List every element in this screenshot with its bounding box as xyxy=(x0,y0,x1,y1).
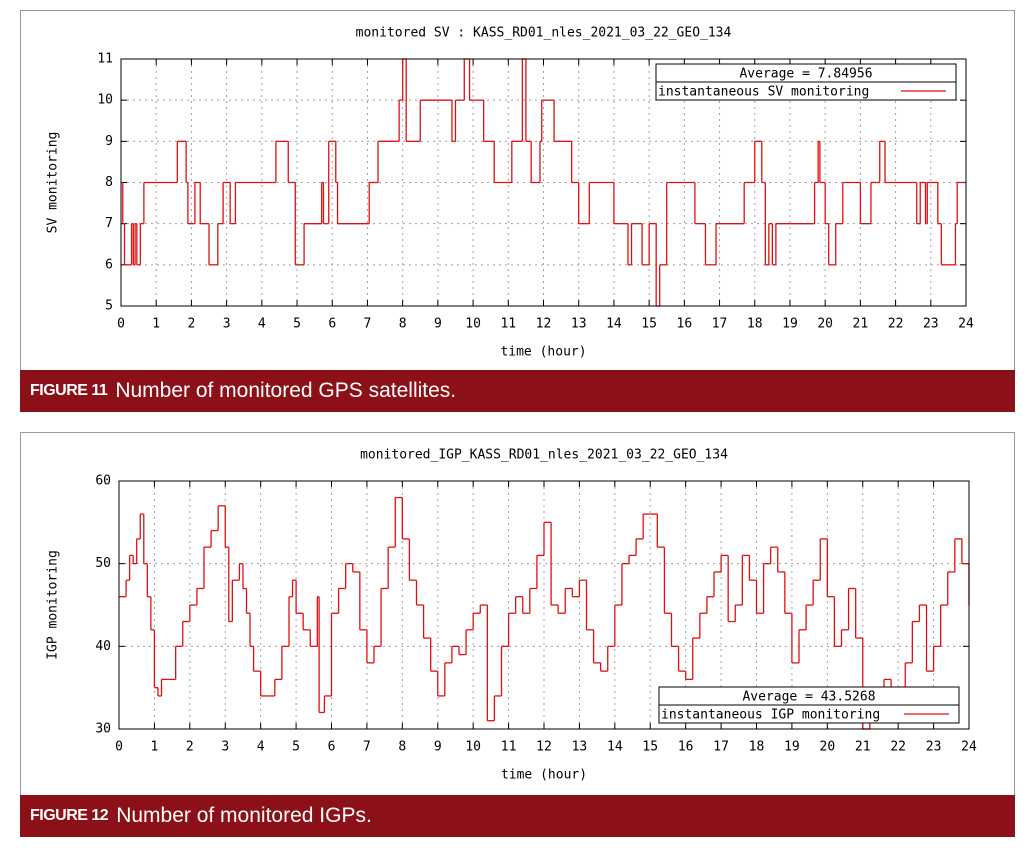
y-tick-label: 60 xyxy=(95,474,111,489)
y-axis-label: IGP monitoring xyxy=(46,550,61,660)
x-tick-label: 0 xyxy=(115,740,123,755)
x-tick-label: 6 xyxy=(328,317,336,332)
x-tick-label: 24 xyxy=(958,317,974,332)
x-tick-label: 14 xyxy=(607,740,623,755)
figure-number: FIGURE 12 xyxy=(30,807,109,824)
legend-label: instantaneous SV monitoring xyxy=(658,85,869,100)
x-tick-label: 16 xyxy=(677,317,693,332)
y-tick-label: 11 xyxy=(97,52,113,67)
x-tick-label: 2 xyxy=(186,740,194,755)
x-tick-label: 3 xyxy=(223,317,231,332)
x-tick-label: 2 xyxy=(188,317,196,332)
x-tick-label: 5 xyxy=(293,317,301,332)
chart: monitored_IGP_KASS_RD01_nles_2021_03_22_… xyxy=(46,448,977,783)
y-tick-label: 5 xyxy=(105,299,113,314)
y-tick-label: 40 xyxy=(95,639,111,654)
figure-caption: Number of monitored IGPs. xyxy=(116,804,372,827)
x-tick-label: 22 xyxy=(890,740,906,755)
y-tick-label: 9 xyxy=(105,134,113,149)
x-tick-label: 22 xyxy=(888,317,904,332)
x-tick-label: 23 xyxy=(923,317,939,332)
x-tick-label: 13 xyxy=(572,740,588,755)
legend-label: instantaneous IGP monitoring xyxy=(661,708,880,723)
x-tick-label: 3 xyxy=(221,740,229,755)
caption-bar: FIGURE 12 Number of monitored IGPs. xyxy=(20,795,1015,837)
x-tick-label: 15 xyxy=(642,740,658,755)
x-tick-label: 21 xyxy=(853,317,869,332)
x-tick-label: 4 xyxy=(258,317,266,332)
x-tick-label: 9 xyxy=(434,740,442,755)
figure-caption: Number of monitored GPS satellites. xyxy=(115,379,457,402)
x-tick-label: 5 xyxy=(292,740,300,755)
figure-frame: monitored SV : KASS_RD01_nles_2021_03_22… xyxy=(20,10,1015,371)
y-tick-label: 7 xyxy=(105,216,113,231)
y-tick-label: 50 xyxy=(95,556,111,571)
x-tick-label: 20 xyxy=(820,740,836,755)
x-tick-label: 1 xyxy=(152,317,160,332)
plot-frame xyxy=(118,480,970,730)
x-tick-label: 9 xyxy=(434,317,442,332)
chart-title: monitored_IGP_KASS_RD01_nles_2021_03_22_… xyxy=(360,448,728,463)
y-tick-label: 6 xyxy=(105,257,113,272)
x-tick-label: 20 xyxy=(817,317,833,332)
plot-frame xyxy=(120,58,967,307)
x-axis-label: time (hour) xyxy=(501,768,587,783)
x-tick-label: 15 xyxy=(641,317,657,332)
figure-frame: monitored_IGP_KASS_RD01_nles_2021_03_22_… xyxy=(20,432,1015,796)
x-tick-label: 8 xyxy=(399,317,407,332)
y-axis-label: SV monitoring xyxy=(46,132,61,234)
x-tick-label: 14 xyxy=(606,317,622,332)
x-tick-label: 7 xyxy=(364,317,372,332)
x-tick-label: 11 xyxy=(500,317,516,332)
x-tick-label: 7 xyxy=(363,740,371,755)
x-tick-label: 17 xyxy=(712,317,728,332)
x-tick-label: 18 xyxy=(747,317,763,332)
chart: monitored SV : KASS_RD01_nles_2021_03_22… xyxy=(46,26,974,360)
x-tick-label: 19 xyxy=(784,740,800,755)
x-tick-label: 0 xyxy=(117,317,125,332)
x-tick-label: 17 xyxy=(713,740,729,755)
legend-annotation: Average = 43.5268 xyxy=(742,690,875,705)
x-tick-label: 18 xyxy=(749,740,765,755)
chart-title: monitored SV : KASS_RD01_nles_2021_03_22… xyxy=(356,26,732,41)
x-tick-label: 12 xyxy=(536,317,552,332)
x-tick-label: 13 xyxy=(571,317,587,332)
x-tick-label: 12 xyxy=(536,740,552,755)
figure-number: FIGURE 11 xyxy=(30,382,108,399)
x-tick-label: 23 xyxy=(926,740,942,755)
x-tick-label: 8 xyxy=(398,740,406,755)
x-tick-label: 10 xyxy=(465,317,481,332)
x-tick-label: 19 xyxy=(782,317,798,332)
x-axis-label: time (hour) xyxy=(500,345,586,360)
y-tick-label: 8 xyxy=(105,175,113,190)
y-tick-label: 30 xyxy=(95,722,111,737)
x-tick-label: 21 xyxy=(855,740,871,755)
x-tick-label: 6 xyxy=(328,740,336,755)
x-tick-label: 11 xyxy=(501,740,517,755)
x-tick-label: 10 xyxy=(465,740,481,755)
caption-bar: FIGURE 11 Number of monitored GPS satell… xyxy=(20,370,1015,412)
y-tick-label: 10 xyxy=(97,93,113,108)
x-tick-label: 16 xyxy=(678,740,694,755)
x-tick-label: 1 xyxy=(151,740,159,755)
x-tick-label: 24 xyxy=(961,740,977,755)
legend-annotation: Average = 7.84956 xyxy=(739,67,872,82)
x-tick-label: 4 xyxy=(257,740,265,755)
